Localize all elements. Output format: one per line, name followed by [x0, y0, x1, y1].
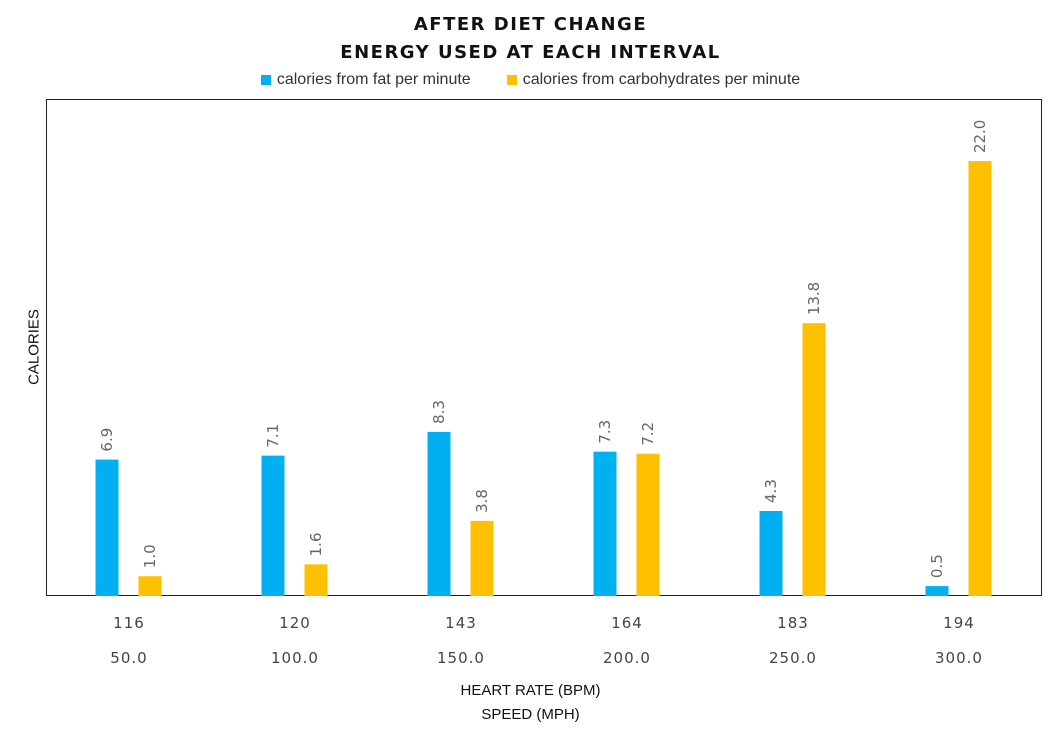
bar-carbs-194: [968, 161, 992, 596]
data-label-carbs-183: 13.8: [805, 282, 823, 315]
legend-item-carbs: calories from carbohydrates per minute: [506, 71, 801, 89]
bar-carbs-143: [470, 520, 494, 596]
data-label-carbs-116: 1.0: [141, 544, 159, 568]
data-label-fat-164: 7.3: [596, 420, 614, 444]
x-axis-label: HEART RATE (BPM): [460, 682, 601, 699]
x-tick-label-secondary: 100.0: [271, 649, 319, 667]
bar-fat-116: [95, 459, 119, 596]
legend-label-fat: calories from fat per minute: [276, 71, 471, 88]
chart-title: AFTER DIET CHANGE: [413, 14, 648, 35]
legend-label-carbs: calories from carbohydrates per minute: [522, 71, 801, 88]
data-label-carbs-120: 1.6: [307, 533, 325, 557]
x-tick-label: 164: [611, 614, 643, 632]
data-label-fat-120: 7.1: [264, 424, 282, 448]
data-label-carbs-194: 22.0: [971, 120, 989, 153]
bar-fat-183: [759, 510, 783, 596]
x-tick-label-secondary: 200.0: [603, 649, 651, 667]
legend-item-fat: calories from fat per minute: [260, 71, 471, 89]
bar-carbs-116: [138, 576, 162, 596]
bar-carbs-120: [304, 564, 328, 596]
x-tick-label: 120: [279, 614, 311, 632]
bar-fat-194: [925, 586, 949, 596]
data-label-carbs-164: 7.2: [639, 422, 657, 446]
x-tick-label-secondary: 300.0: [935, 649, 983, 667]
data-label-fat-194: 0.5: [928, 554, 946, 578]
legend-swatch-carbs: [506, 75, 517, 85]
x-tick-label-secondary: 50.0: [110, 649, 147, 667]
legend-swatch-fat: [260, 75, 271, 85]
data-label-carbs-143: 3.8: [473, 489, 491, 513]
bar-carbs-183: [802, 323, 826, 596]
x-tick-label-secondary: 250.0: [769, 649, 817, 667]
bar-fat-164: [593, 451, 617, 596]
x-tick-label: 183: [777, 614, 809, 632]
x-tick-label: 116: [113, 614, 145, 632]
data-label-fat-183: 4.3: [762, 479, 780, 503]
chart-subtitle: ENERGY USED AT EACH INTERVAL: [340, 42, 721, 63]
bar-carbs-164: [636, 453, 660, 596]
x-tick-label-secondary: 150.0: [437, 649, 485, 667]
data-label-fat-116: 6.9: [98, 428, 116, 452]
x-axis-label-secondary: SPEED (MPH): [481, 706, 580, 723]
x-tick-label: 194: [943, 614, 975, 632]
plot-area: [46, 99, 1042, 596]
bar-fat-120: [261, 455, 285, 596]
x-tick-label: 143: [445, 614, 477, 632]
data-label-fat-143: 8.3: [430, 400, 448, 424]
bar-fat-143: [427, 431, 451, 596]
legend: calories from fat per minute calories fr…: [0, 71, 1061, 89]
